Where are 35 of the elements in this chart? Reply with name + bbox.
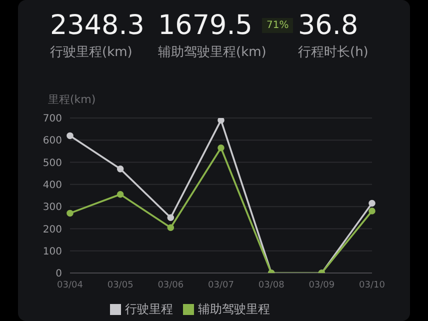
point — [368, 200, 376, 207]
x-tick-label: 03/05 — [107, 280, 134, 290]
y-tick-label: 100 — [42, 246, 62, 258]
text: 行驶里程(km) — [50, 44, 134, 61]
point — [167, 224, 174, 232]
y-axis-title: 里程(km) — [48, 92, 96, 107]
y-tick-label: 700 — [42, 114, 62, 125]
y-tick-label: 200 — [42, 224, 62, 236]
x-tick-label: 03/04 — [57, 280, 84, 290]
x-tick-label: 03/06 — [158, 280, 184, 290]
y-tick-label: 500 — [42, 158, 62, 169]
point — [116, 190, 124, 198]
point — [66, 210, 74, 217]
y-tick-label: 600 — [42, 136, 62, 147]
legend-label: 辅助驾驶里程 — [198, 302, 270, 316]
legend-label: 行驶里程 — [125, 302, 173, 316]
point — [116, 166, 124, 172]
point — [66, 132, 74, 140]
x-tick-label: 03/08 — [258, 280, 285, 290]
point — [167, 214, 174, 222]
text: 行程时长(h) — [298, 44, 368, 61]
y-tick-label: 0 — [56, 268, 62, 280]
x-tick-label: 03/07 — [208, 280, 234, 290]
text: 2348.3 — [50, 10, 144, 41]
text: 36.8 — [298, 10, 358, 41]
point — [218, 144, 224, 152]
point — [218, 118, 224, 124]
text: 1679.5 — [158, 10, 252, 41]
text: 辅助驾驶里程(km) — [158, 44, 268, 61]
y-tick-label: 400 — [42, 180, 62, 191]
text: 71% — [262, 18, 293, 33]
x-tick-label: 03/10 — [359, 280, 386, 290]
point — [368, 208, 376, 214]
y-tick-label: 300 — [42, 202, 62, 214]
x-tick-label: 03/09 — [308, 280, 335, 290]
